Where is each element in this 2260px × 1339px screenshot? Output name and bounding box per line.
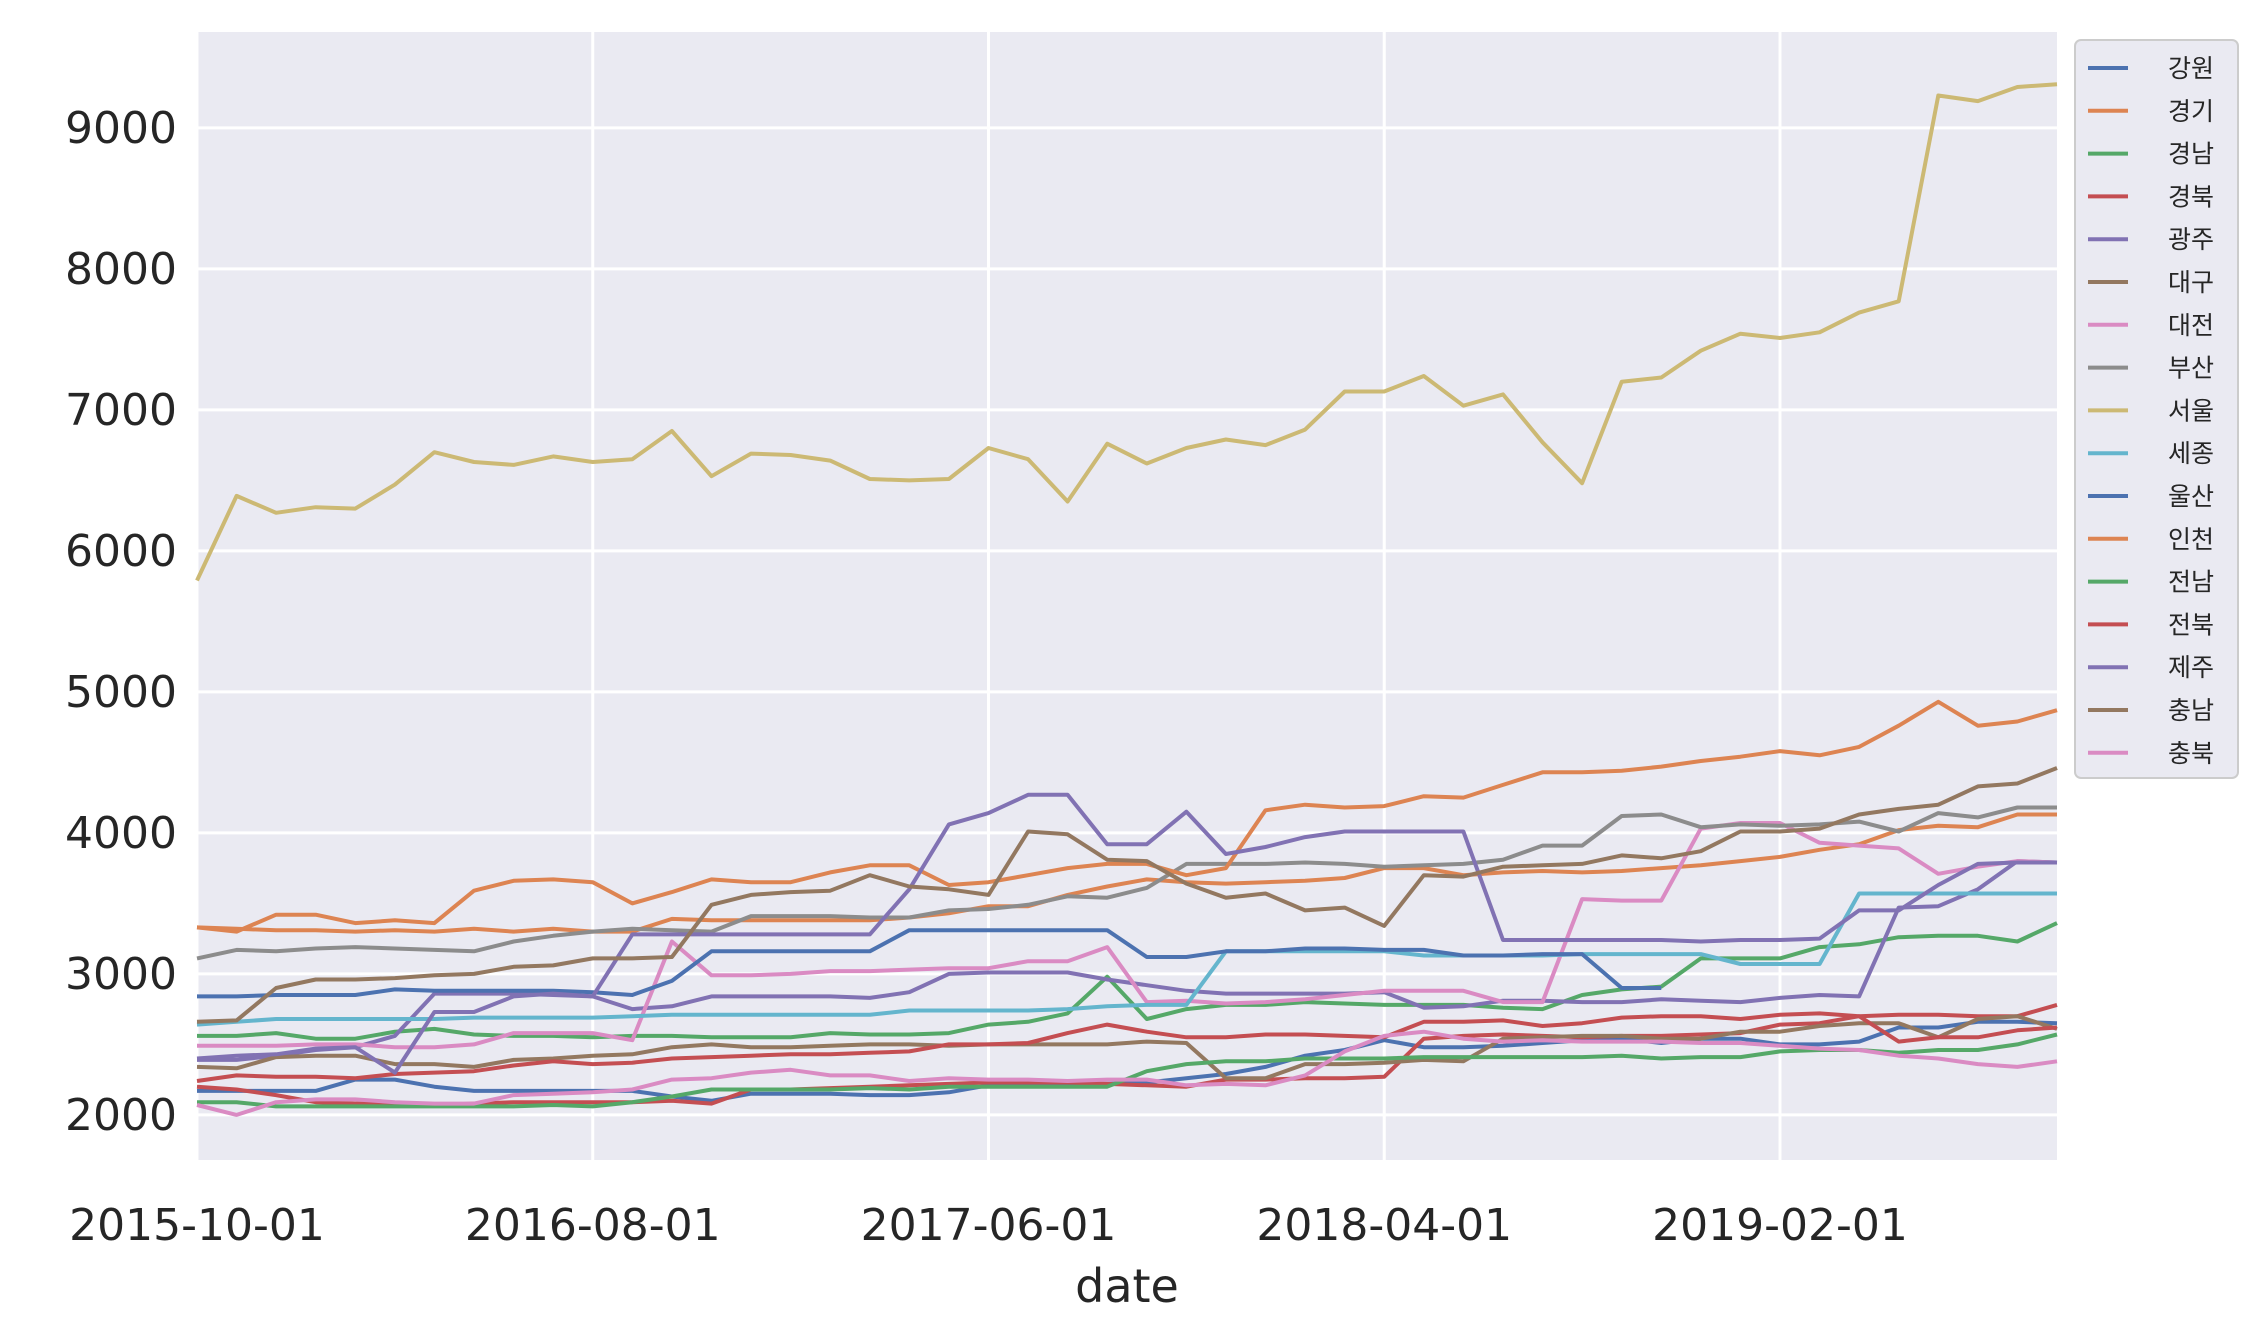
x-tick-label: 2018-04-01 xyxy=(1256,1200,1512,1251)
legend-label: 경북 xyxy=(2168,182,2214,211)
series-line-경기 xyxy=(196,812,2057,934)
y-tick-label: 8000 xyxy=(65,244,177,295)
series-line-제주 xyxy=(196,792,2057,1075)
y-tick-label: 6000 xyxy=(65,526,177,577)
series-line-충남 xyxy=(196,766,2058,1024)
series-line-인천 xyxy=(196,699,2058,934)
legend-label: 충남 xyxy=(2168,696,2214,725)
legend-label: 제주 xyxy=(2168,653,2214,682)
legend-label: 강원 xyxy=(2168,54,2214,83)
series-line-충북 xyxy=(196,1029,2058,1117)
legend-label: 인천 xyxy=(2168,525,2214,554)
legend-label: 대구 xyxy=(2168,268,2214,297)
legend-label: 경남 xyxy=(2168,140,2214,169)
x-tick-label: 2017-06-01 xyxy=(861,1200,1117,1251)
series-line-광주 xyxy=(197,859,2058,1062)
series-line-세종 xyxy=(196,891,2057,1027)
y-tick-label: 3000 xyxy=(65,949,177,1000)
legend-label: 울산 xyxy=(2168,482,2214,511)
legend-label: 세종 xyxy=(2168,439,2214,468)
y-tick-label: 9000 xyxy=(65,103,177,154)
x-tick-label: 2019-02-01 xyxy=(1652,1200,1908,1251)
series-line-울산 xyxy=(197,928,1662,999)
series-line-부산 xyxy=(196,805,2057,961)
series-lines xyxy=(195,82,2058,1117)
legend-label: 전북 xyxy=(2168,610,2214,639)
x-tick-label: 2016-08-01 xyxy=(465,1200,721,1251)
legend-box xyxy=(2074,39,2239,779)
legend-label: 전남 xyxy=(2168,568,2214,597)
legend-label: 충북 xyxy=(2168,739,2214,768)
y-tick-label: 4000 xyxy=(65,808,177,859)
x-axis-label: date xyxy=(1075,1259,1179,1313)
x-tick-label: 2015-10-01 xyxy=(69,1200,325,1251)
series-line-대구 xyxy=(196,1014,2058,1081)
y-tick-label: 5000 xyxy=(65,667,177,718)
legend-label: 부산 xyxy=(2168,354,2214,383)
x-tick-labels: 2015-10-01 2016-08-01 2017-06-01 2018-04-01… xyxy=(69,1200,1908,1251)
y-tick-label: 2000 xyxy=(65,1090,177,1141)
y-tick-label: 7000 xyxy=(65,385,177,436)
legend-label: 광주 xyxy=(2168,225,2214,254)
legend-label: 경기 xyxy=(2168,97,2214,126)
y-tick-labels: 2000 3000 4000 5000 6000 7000 8000 9000 xyxy=(65,103,177,1141)
series-line-서울 xyxy=(195,82,2058,582)
legend-label: 서울 xyxy=(2168,396,2214,425)
series-line-전북 xyxy=(196,1011,2058,1083)
legend-label: 대전 xyxy=(2168,311,2214,340)
